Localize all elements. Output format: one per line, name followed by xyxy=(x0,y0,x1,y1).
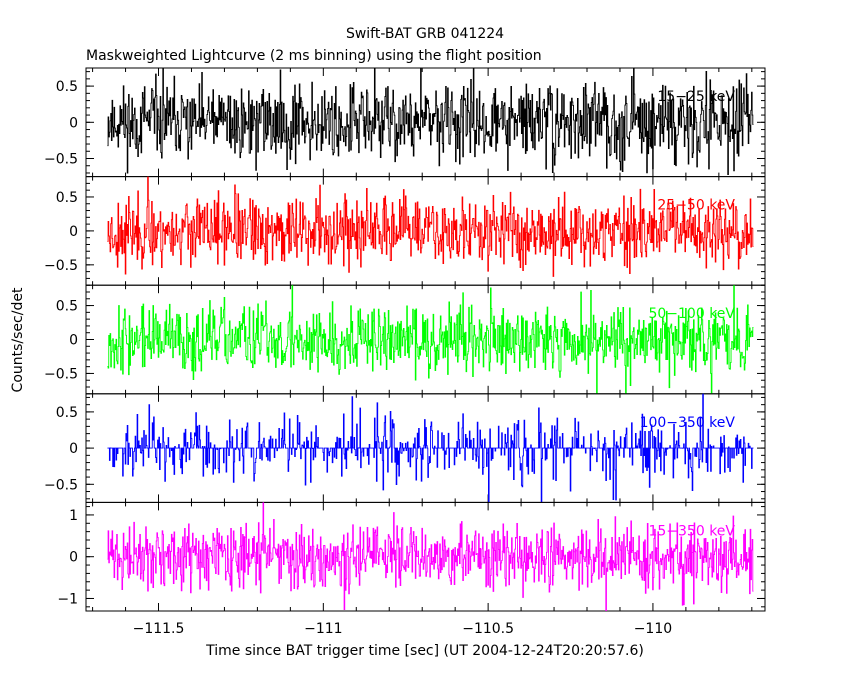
series-line-5 xyxy=(107,502,754,611)
y-tick-label: 1 xyxy=(69,508,78,524)
x-axis-label: Time since BAT trigger time [sec] (UT 20… xyxy=(205,643,644,659)
y-tick-label: −0.5 xyxy=(44,152,78,168)
x-tick-label: −110 xyxy=(634,621,672,637)
x-tick-label: −110.5 xyxy=(462,621,514,637)
y-tick-label: −0.5 xyxy=(44,366,78,382)
panels-group: 0.5 0 −0.5 15−25 keV 0.5 0 −0.5 25−50 keV 0.5 0 −0… xyxy=(44,67,766,637)
y-tick-label: −1 xyxy=(57,591,78,607)
y-tick-label: 0.5 xyxy=(56,79,78,95)
series-line-1 xyxy=(107,68,754,175)
band-label-4: 100−350 keV xyxy=(640,415,736,431)
y-tick-label: 0 xyxy=(69,115,78,131)
series-line-3 xyxy=(107,285,754,394)
y-axis-label: Counts/sec/det xyxy=(10,287,26,392)
band-label-1: 15−25 keV xyxy=(657,89,735,105)
series-line-4 xyxy=(107,393,754,503)
y-tick-label: 0 xyxy=(69,333,78,349)
band-label-5: 15−350 keV xyxy=(648,523,735,539)
x-tick-label: −111 xyxy=(304,621,342,637)
y-tick-label: −0.5 xyxy=(44,477,78,493)
y-tick-label: 0.5 xyxy=(56,299,78,315)
band-label-2: 25−50 keV xyxy=(657,198,735,214)
y-tick-label: 0.5 xyxy=(56,405,78,421)
y-tick-label: 0 xyxy=(69,550,78,566)
y-tick-label: −0.5 xyxy=(44,258,78,274)
y-tick-label: 0 xyxy=(69,224,78,240)
series-line-2 xyxy=(107,176,754,277)
y-tick-label: 0.5 xyxy=(56,190,78,206)
chart-title: Swift-BAT GRB 041224 xyxy=(346,26,504,42)
chart-subtitle: Maskweighted Lightcurve (2 ms binning) u… xyxy=(86,48,542,64)
x-tick-label: −111.5 xyxy=(133,621,185,637)
y-tick-label: 0 xyxy=(69,441,78,457)
band-label-3: 50−100 keV xyxy=(648,306,735,322)
